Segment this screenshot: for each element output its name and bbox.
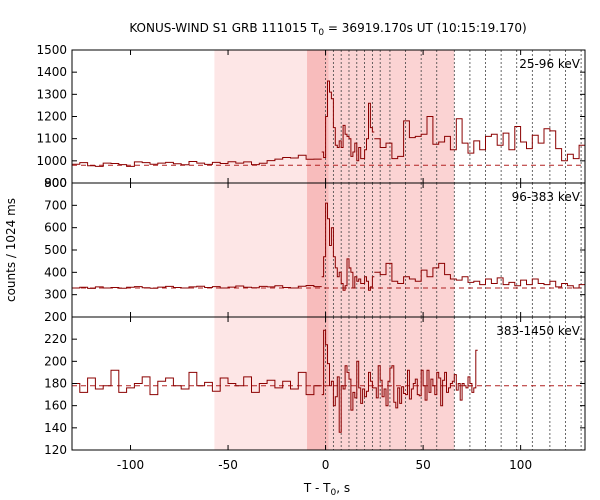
y-tick-label: 1000 [36, 154, 67, 168]
burst-interval-shading [307, 183, 455, 317]
energy-band-label: 25-96 keV [519, 57, 581, 71]
y-tick-label: 160 [44, 399, 67, 413]
xlabel-main: T - T [303, 481, 331, 495]
count-rate-histogram-pre [72, 154, 322, 167]
y-tick-label: 1500 [36, 43, 67, 57]
y-tick-label: 1100 [36, 132, 67, 146]
figure-title: KONUS-WIND S1 GRB 111015 T0 = 36919.170s… [129, 21, 526, 38]
y-tick-label: 220 [44, 332, 67, 346]
title-main: KONUS-WIND S1 GRB 111015 T [129, 21, 319, 35]
xlabel-subscript: 0 [331, 488, 337, 498]
panel-2: 200 300 400 500 600 700 800 96-383 keV [44, 176, 586, 324]
trigger-interval-shading [307, 50, 329, 183]
x-tick-label: 50 [415, 458, 430, 472]
count-rate-histogram-tail [374, 116, 585, 162]
count-rate-histogram-tail [374, 262, 585, 289]
y-tick-label: 500 [44, 243, 67, 257]
y-tick-label: 900 [44, 176, 67, 190]
panel-3: 120 140 160 180 200 220 383-1450 keV [44, 316, 586, 457]
x-tick-label: 0 [322, 458, 330, 472]
xlabel-rest: , s [336, 481, 350, 495]
y-tick-label: 140 [44, 421, 67, 435]
y-tick-label: 1400 [36, 65, 67, 79]
y-axis-label: counts / 1024 ms [4, 198, 18, 302]
energy-band-label: 383-1450 keV [496, 324, 580, 338]
y-tick-label: 400 [44, 265, 67, 279]
y-tick-label: 600 [44, 221, 67, 235]
energy-band-label: 96-383 keV [512, 190, 581, 204]
y-tick-label: 300 [44, 288, 67, 302]
y-tick-label: 200 [44, 354, 67, 368]
count-rate-histogram-pre [72, 285, 322, 289]
x-axis: -100 -50 0 50 100 [117, 458, 532, 472]
count-rate-histogram-burst [321, 329, 478, 433]
title-rest: = 36919.170s UT (10:15:19.170) [324, 21, 527, 35]
x-axis-label: T - T0, s [303, 481, 350, 498]
count-rate-histogram-pre [72, 369, 322, 396]
y-tick-label: 180 [44, 377, 67, 391]
pre-burst-interval-shading [214, 183, 308, 317]
trigger-interval-shading [307, 183, 329, 317]
y-tick-label: 200 [44, 310, 67, 324]
x-tick-label: 100 [509, 458, 532, 472]
y-tick-label: 800 [44, 176, 67, 190]
y-tick-label: 1200 [36, 110, 67, 124]
title-subscript: 0 [318, 28, 324, 38]
x-tick-label: -100 [117, 458, 144, 472]
y-tick-label: 1300 [36, 87, 67, 101]
pre-burst-interval-shading [214, 50, 308, 183]
panel-1: 900 1000 1100 1200 1300 1400 1500 25-96 keV [36, 43, 586, 190]
count-rate-histogram-burst [321, 80, 375, 162]
x-tick-label: -50 [218, 458, 238, 472]
count-rate-histogram-burst [321, 202, 375, 291]
y-tick-label: 700 [44, 198, 67, 212]
y-tick-label: 120 [44, 443, 67, 457]
